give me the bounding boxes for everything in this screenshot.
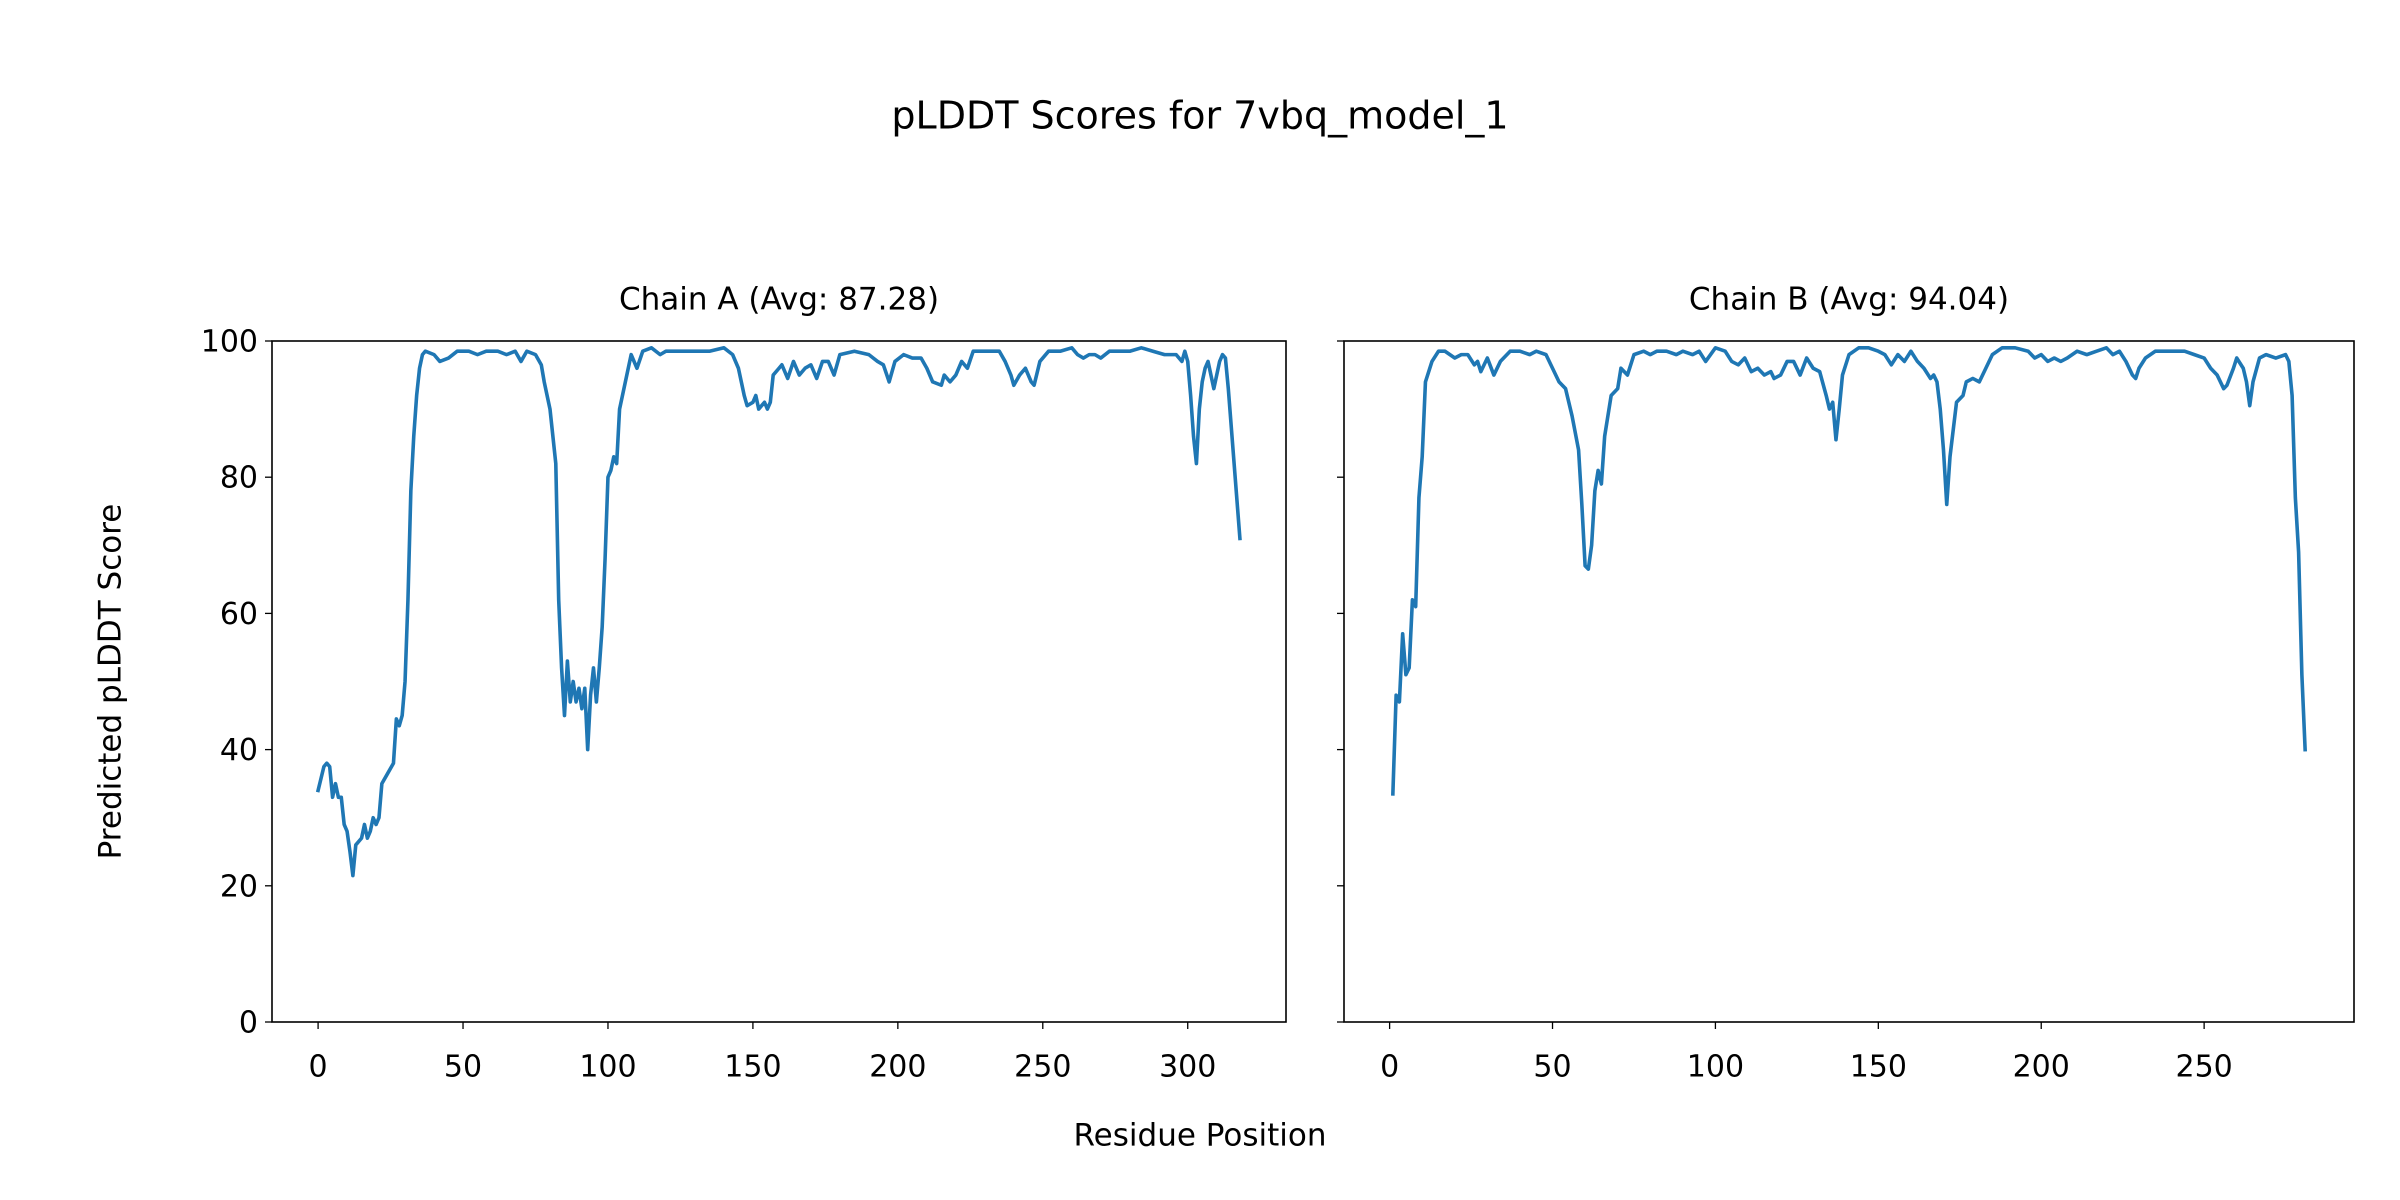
- y-tick-label: 60: [220, 597, 258, 632]
- x-tick-label: 250: [1014, 1050, 1071, 1085]
- x-tick-label: 300: [1159, 1050, 1216, 1085]
- y-tick-label: 0: [239, 1006, 258, 1041]
- y-tick-label: 80: [220, 461, 258, 496]
- data-line: [1391, 346, 2308, 796]
- x-tick-label: 50: [444, 1050, 482, 1085]
- subplot-title: Chain A (Avg: 87.28): [619, 282, 939, 318]
- x-tick-label: 100: [1687, 1050, 1744, 1085]
- x-tick-label: 100: [579, 1050, 636, 1085]
- x-tick-label: 0: [1380, 1050, 1399, 1085]
- x-tick-label: 150: [1850, 1050, 1907, 1085]
- x-tick-label: 200: [2013, 1050, 2070, 1085]
- x-tick-label: 150: [724, 1050, 781, 1085]
- y-axis-label: Predicted pLDDT Score: [93, 504, 129, 860]
- subplot-title: Chain B (Avg: 94.04): [1689, 282, 2009, 318]
- axes-frame: [1343, 340, 2355, 1023]
- x-tick-label: 50: [1533, 1050, 1571, 1085]
- x-tick-label: 0: [309, 1050, 328, 1085]
- figure-title: pLDDT Scores for 7vbq_model_1: [891, 94, 1508, 138]
- y-tick-label: 40: [220, 733, 258, 768]
- y-tick-label: 20: [220, 869, 258, 904]
- y-tick-label: 100: [201, 325, 258, 360]
- x-tick-label: 200: [869, 1050, 926, 1085]
- axes-frame: [271, 340, 1287, 1023]
- data-line: [315, 346, 1242, 878]
- x-axis-label: Residue Position: [1074, 1118, 1327, 1154]
- x-tick-label: 250: [2175, 1050, 2232, 1085]
